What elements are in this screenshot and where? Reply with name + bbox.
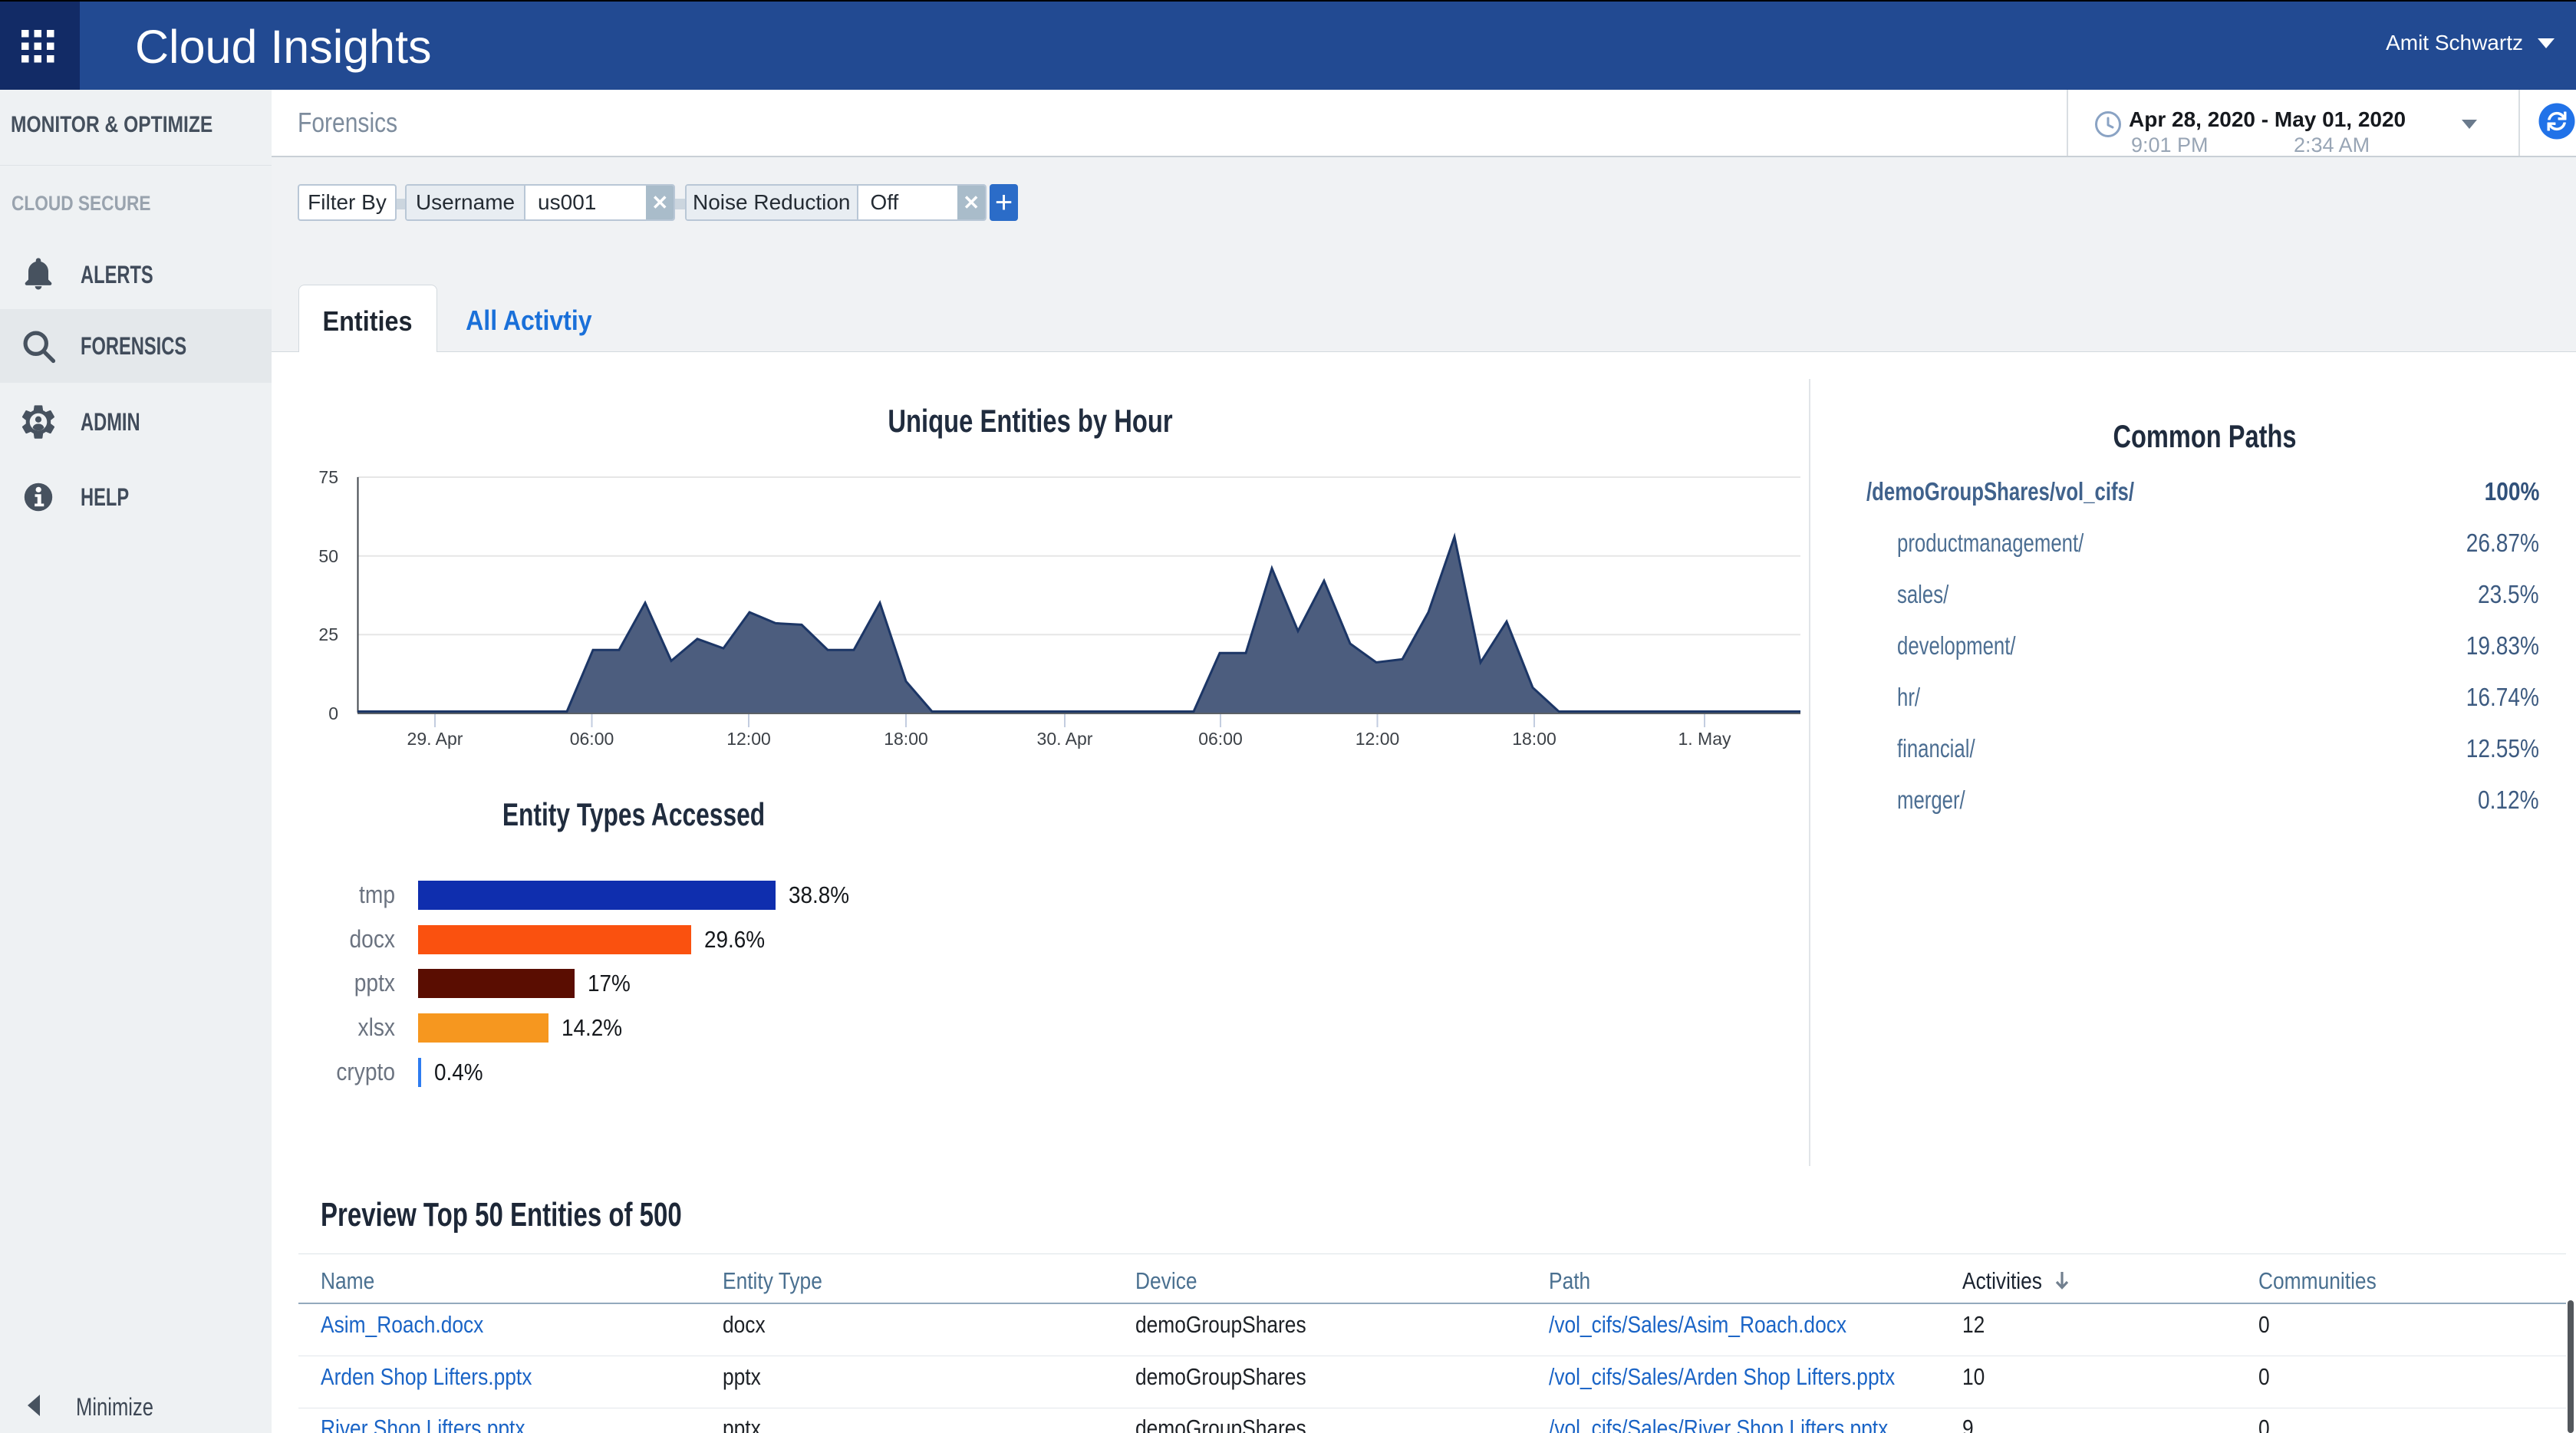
svg-text:1. May: 1. May (1678, 729, 1731, 749)
svg-text:06:00: 06:00 (1198, 729, 1243, 749)
svg-text:29. Apr: 29. Apr (407, 729, 463, 749)
svg-text:12:00: 12:00 (1356, 729, 1400, 749)
svg-text:25: 25 (318, 624, 338, 644)
svg-text:18:00: 18:00 (1512, 729, 1556, 749)
svg-text:30. Apr: 30. Apr (1037, 729, 1093, 749)
svg-text:50: 50 (318, 546, 338, 566)
svg-text:75: 75 (318, 467, 338, 487)
svg-text:18:00: 18:00 (884, 729, 928, 749)
svg-text:12:00: 12:00 (726, 729, 771, 749)
svg-text:0: 0 (328, 703, 338, 723)
svg-text:06:00: 06:00 (570, 729, 614, 749)
